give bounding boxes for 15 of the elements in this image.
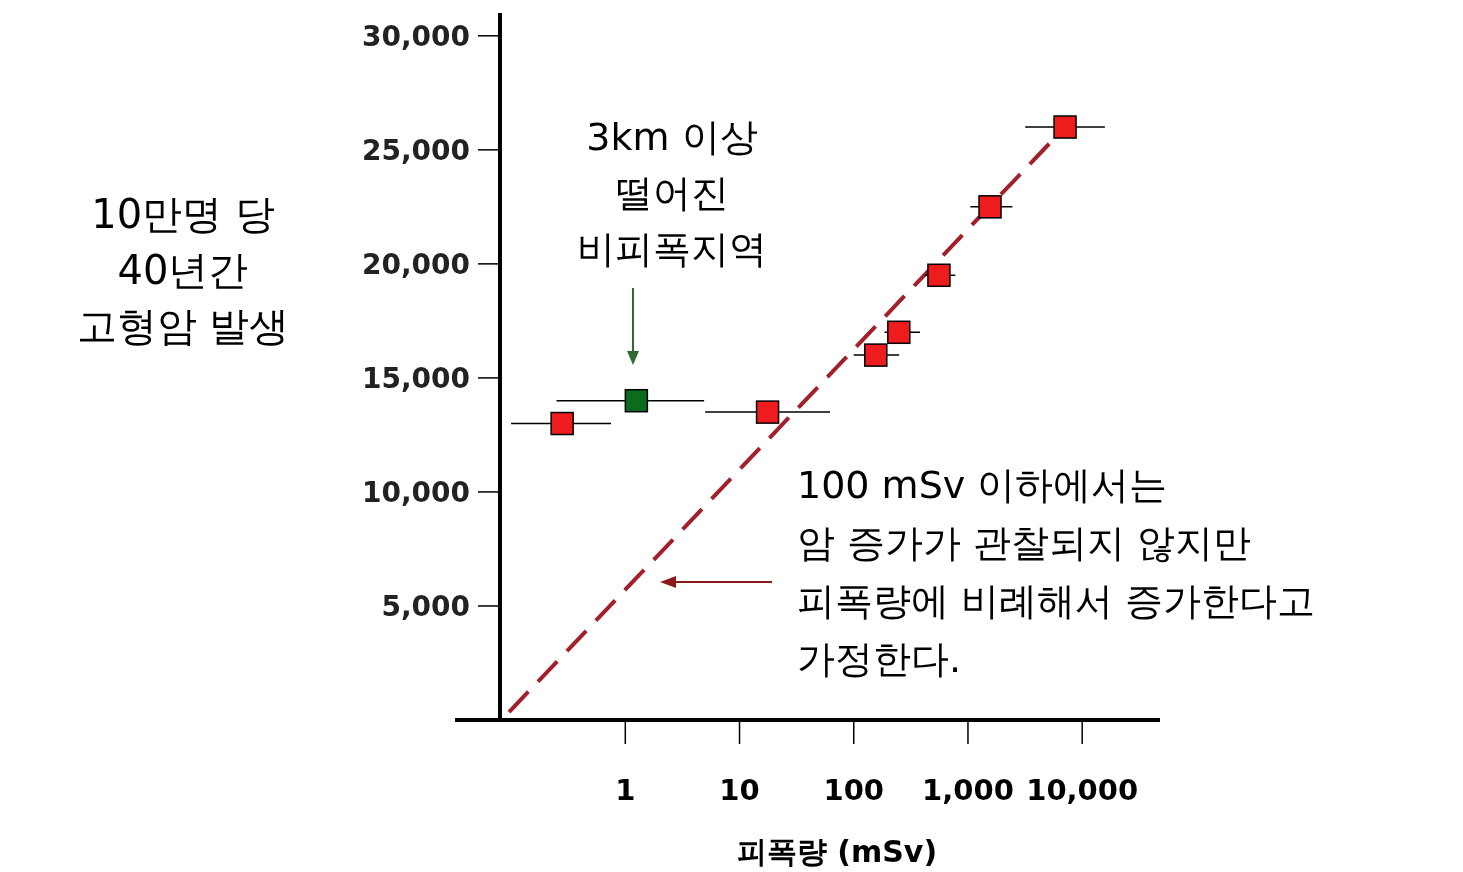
y-tick: 30,000 bbox=[361, 19, 470, 53]
y-tick: 5,000 bbox=[381, 589, 470, 623]
y-tick: 25,000 bbox=[361, 133, 470, 167]
y-tick: 20,000 bbox=[361, 247, 470, 281]
x-tick: 10 bbox=[719, 773, 760, 807]
x-tick: 100 bbox=[823, 773, 884, 807]
y-tick: 10,000 bbox=[361, 475, 470, 509]
annotation: 3km 이상 떨어진 비피폭지역 bbox=[577, 115, 767, 271]
y-tick: 15,000 bbox=[361, 361, 470, 395]
x-label: 피폭량 (mSv) bbox=[736, 834, 938, 869]
y-label: 10만명 당 40년간 고형암 발생 bbox=[76, 191, 290, 349]
annotation: 100 mSv 이하에서는 암 증가가 관찰되지 않지만 피폭량에 비례해서 증가한다고 가정한다. bbox=[797, 463, 1316, 681]
x-tick: 1,000 bbox=[922, 773, 1014, 807]
x-tick: 1 bbox=[615, 773, 636, 807]
x-tick: 10,000 bbox=[1026, 773, 1139, 807]
